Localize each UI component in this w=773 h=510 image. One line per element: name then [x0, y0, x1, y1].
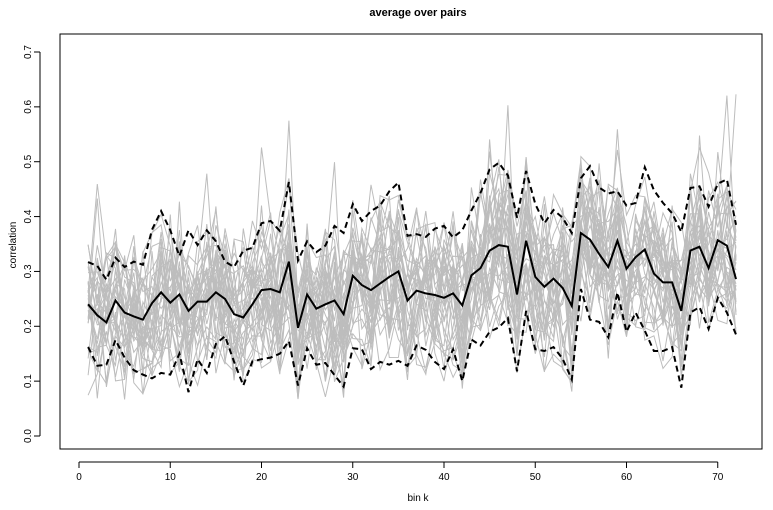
background-series-group [87, 94, 737, 400]
background-line [87, 95, 737, 384]
background-line [88, 151, 737, 382]
x-tick-label: 70 [712, 472, 724, 483]
series-line-solid [87, 231, 737, 329]
x-tick-label: 40 [438, 472, 450, 483]
series-line-dashed-1 [87, 161, 737, 282]
x-tick-label: 0 [76, 472, 82, 483]
background-line [87, 173, 737, 358]
highlight-series-group [87, 161, 737, 393]
y-tick-label: 0.3 [23, 264, 34, 278]
y-axis-label: correlation [8, 222, 19, 269]
background-line [87, 230, 737, 399]
background-line [87, 197, 737, 375]
y-tick-label: 0.4 [23, 209, 34, 223]
x-tick-label: 10 [165, 472, 177, 483]
x-axis-label: bin k [407, 493, 429, 504]
y-axis: 0.0 0.1 0.2 0.3 0.4 0.5 0.6 0.7 [23, 45, 41, 443]
background-line [87, 184, 737, 388]
chart-title: average over pairs [369, 7, 466, 19]
background-line [87, 187, 737, 400]
background-line [87, 157, 737, 398]
x-tick-label: 20 [256, 472, 268, 483]
x-tick-label: 50 [530, 472, 542, 483]
y-tick-label: 0.6 [23, 99, 34, 113]
series-line-dashed-2 [87, 288, 737, 393]
x-tick-label: 30 [347, 472, 359, 483]
plot-frame [59, 33, 763, 450]
y-tick-label: 0.2 [23, 319, 34, 333]
y-tick-label: 0.7 [23, 45, 34, 59]
x-tick-label: 60 [621, 472, 633, 483]
x-axis: 0 10 20 30 40 50 60 70 [76, 461, 724, 483]
y-tick-label: 0.1 [23, 374, 34, 388]
y-tick-label: 0.0 [23, 429, 34, 443]
y-tick-label: 0.5 [23, 154, 34, 168]
